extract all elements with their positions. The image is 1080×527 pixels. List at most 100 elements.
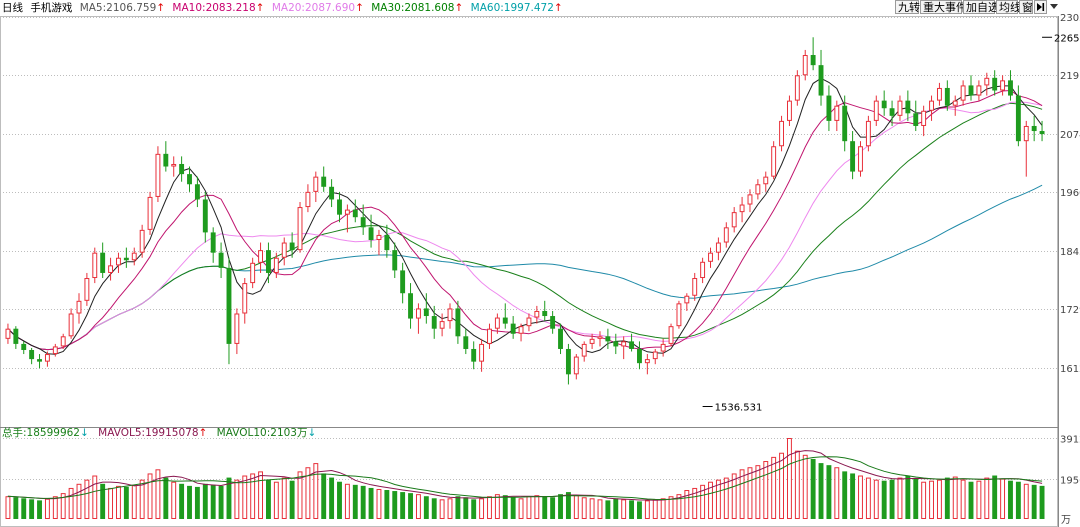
candle-body <box>392 250 398 271</box>
volume-bar <box>21 498 27 519</box>
candle-body <box>676 303 682 327</box>
candle-body <box>68 313 74 337</box>
window-button[interactable]: 窗 <box>1019 0 1033 14</box>
volume-ma-lines <box>7 450 1043 501</box>
candle-body <box>265 250 271 273</box>
mavol10-value: 2103万 <box>270 427 307 439</box>
candle-body <box>834 105 840 121</box>
jiuzhuan-button[interactable]: 九转 <box>895 0 920 14</box>
caret-down-icon[interactable] <box>1048 0 1059 14</box>
ma10-value: 2083.218 <box>206 2 256 14</box>
volume-bar <box>676 494 682 520</box>
candle-body <box>786 100 792 121</box>
volume-bar <box>5 496 11 520</box>
volume-bar <box>297 471 303 519</box>
candle-body <box>60 336 66 347</box>
candle-body <box>779 120 785 147</box>
volume-bar <box>258 471 264 519</box>
candle-body <box>510 323 516 334</box>
candle-body <box>605 336 611 342</box>
volume-bar <box>163 477 169 519</box>
volume-label: 总手: <box>2 426 27 439</box>
mavol5-arrow: ↑ <box>199 427 208 439</box>
volume-bar <box>826 465 832 519</box>
ma10-arrow: ↑ <box>256 2 265 14</box>
candle-body <box>344 209 350 215</box>
candle-body <box>123 257 129 261</box>
volume-bar <box>139 479 145 520</box>
ma30-path <box>7 102 1043 351</box>
candle-body <box>108 265 114 273</box>
volume-bar <box>605 500 611 519</box>
volume-bar <box>384 490 390 519</box>
candle-body <box>423 308 429 317</box>
major-events-button[interactable]: 重大事件 <box>920 0 967 14</box>
candle-body <box>542 310 548 317</box>
candle-body <box>802 55 808 76</box>
volume-bar <box>250 473 256 519</box>
price-tick-label: 2305 <box>1060 13 1080 24</box>
volume-bar <box>542 496 548 519</box>
candle-body <box>889 108 895 116</box>
candle-body <box>487 328 492 344</box>
volume-bar <box>155 469 161 520</box>
step-forward-icon[interactable] <box>1034 0 1047 14</box>
volume-bar <box>834 467 840 520</box>
candle-body <box>731 212 737 228</box>
ma5-value: 2106.759 <box>106 2 156 14</box>
volume-bar <box>944 477 950 519</box>
volume-bar <box>810 458 816 519</box>
volume-header-line: 总手:18599962↓ MAVOL5:19915078↑ MAVOL10:21… <box>2 426 316 439</box>
volume-bar <box>739 469 745 520</box>
volume-bar <box>897 477 903 519</box>
candle-body <box>865 120 871 147</box>
candles <box>5 37 1045 385</box>
price-tick-label: 1960 <box>1060 188 1080 199</box>
ma5-arrow: ↑ <box>156 2 165 14</box>
candle-body <box>258 250 264 263</box>
candle-body <box>281 242 287 258</box>
candle-body <box>408 293 413 319</box>
volume-bar <box>487 496 492 520</box>
candle-body <box>92 252 98 279</box>
ma30-value: 2081.608 <box>404 2 454 14</box>
volume-bar <box>179 483 185 519</box>
candle-body <box>76 300 82 314</box>
volume-bar <box>13 497 19 519</box>
ma10-line <box>7 89 1043 351</box>
volume-unit-label: 万 <box>1061 515 1071 526</box>
ma20-arrow: ↑ <box>355 2 364 14</box>
volume-bar <box>573 495 579 520</box>
add-watchlist-button[interactable]: 加自选 <box>963 0 999 14</box>
candle-body <box>573 356 579 375</box>
volume-bar <box>652 499 658 519</box>
candle-body <box>171 163 177 167</box>
candle-body <box>929 100 934 111</box>
volume-bar <box>668 496 674 520</box>
volume-bar <box>913 478 919 519</box>
candle-body <box>873 100 879 121</box>
volume-bar <box>881 480 887 519</box>
volume-bar <box>818 463 824 519</box>
candle-body <box>439 321 445 329</box>
volume-bar <box>84 479 90 520</box>
candle-body <box>163 153 169 167</box>
ma20-value: 2087.690 <box>305 2 355 14</box>
volume-bar <box>921 481 927 520</box>
volume-tick-label: 3912 <box>1060 435 1080 446</box>
candle-body <box>384 234 390 251</box>
moving-average-button[interactable]: 均线 <box>996 0 1021 14</box>
candle-body <box>187 174 192 185</box>
candle-body <box>668 326 674 344</box>
ma10-label: MA10: <box>172 2 205 14</box>
ma20-label: MA20: <box>272 2 305 14</box>
candle-body <box>881 100 887 109</box>
candle-body <box>179 163 185 175</box>
candle-body <box>218 252 224 268</box>
price-tick-label: 1612 <box>1060 364 1080 375</box>
candle-body <box>100 252 106 273</box>
volume-bar <box>550 497 556 519</box>
volume-bar <box>116 485 121 519</box>
ma20-path <box>7 101 1043 351</box>
